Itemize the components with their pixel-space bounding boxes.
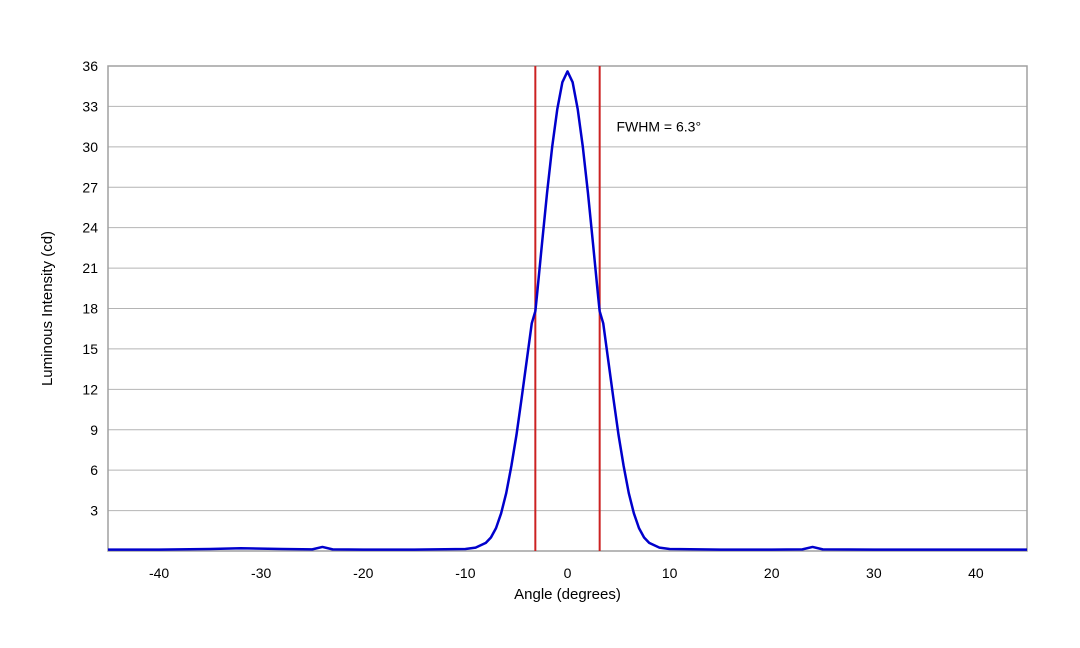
y-axis-label: Luminous Intensity (cd) (39, 231, 56, 386)
y-tick-label: 6 (90, 462, 98, 478)
y-tick-label: 21 (82, 260, 98, 276)
y-tick-label: 30 (82, 139, 98, 155)
x-tick-label: -30 (251, 565, 271, 581)
plot-area-frame (107, 65, 1028, 552)
series-line (108, 70, 1027, 551)
y-tick-label: 27 (82, 179, 98, 195)
x-tick-label: -20 (353, 565, 373, 581)
x-tick-label: 10 (662, 565, 678, 581)
y-tick-label: 15 (82, 341, 98, 357)
x-tick-label: 0 (564, 565, 572, 581)
y-tick-label: 36 (82, 58, 98, 74)
x-tick-label: 20 (764, 565, 780, 581)
y-tick-label: 3 (90, 503, 98, 519)
x-tick-label: -10 (455, 565, 475, 581)
gridlines (108, 65, 1027, 512)
y-tick-label: 33 (82, 98, 98, 114)
x-tick-label: 40 (968, 565, 984, 581)
x-tick-label: -40 (149, 565, 169, 581)
x-axis-label: Angle (degrees) (514, 586, 621, 603)
y-tick-label: 18 (82, 301, 98, 317)
y-tick-label: 24 (82, 220, 98, 236)
y-tick-label: 12 (82, 381, 98, 397)
y-tick-label: 9 (90, 422, 98, 438)
x-axis-ticks: -40 -30 -20 -10 0 10 20 30 40 (149, 565, 984, 581)
x-tick-label: 30 (866, 565, 882, 581)
fwhm-annotation: FWHM = 6.3° (617, 119, 702, 135)
